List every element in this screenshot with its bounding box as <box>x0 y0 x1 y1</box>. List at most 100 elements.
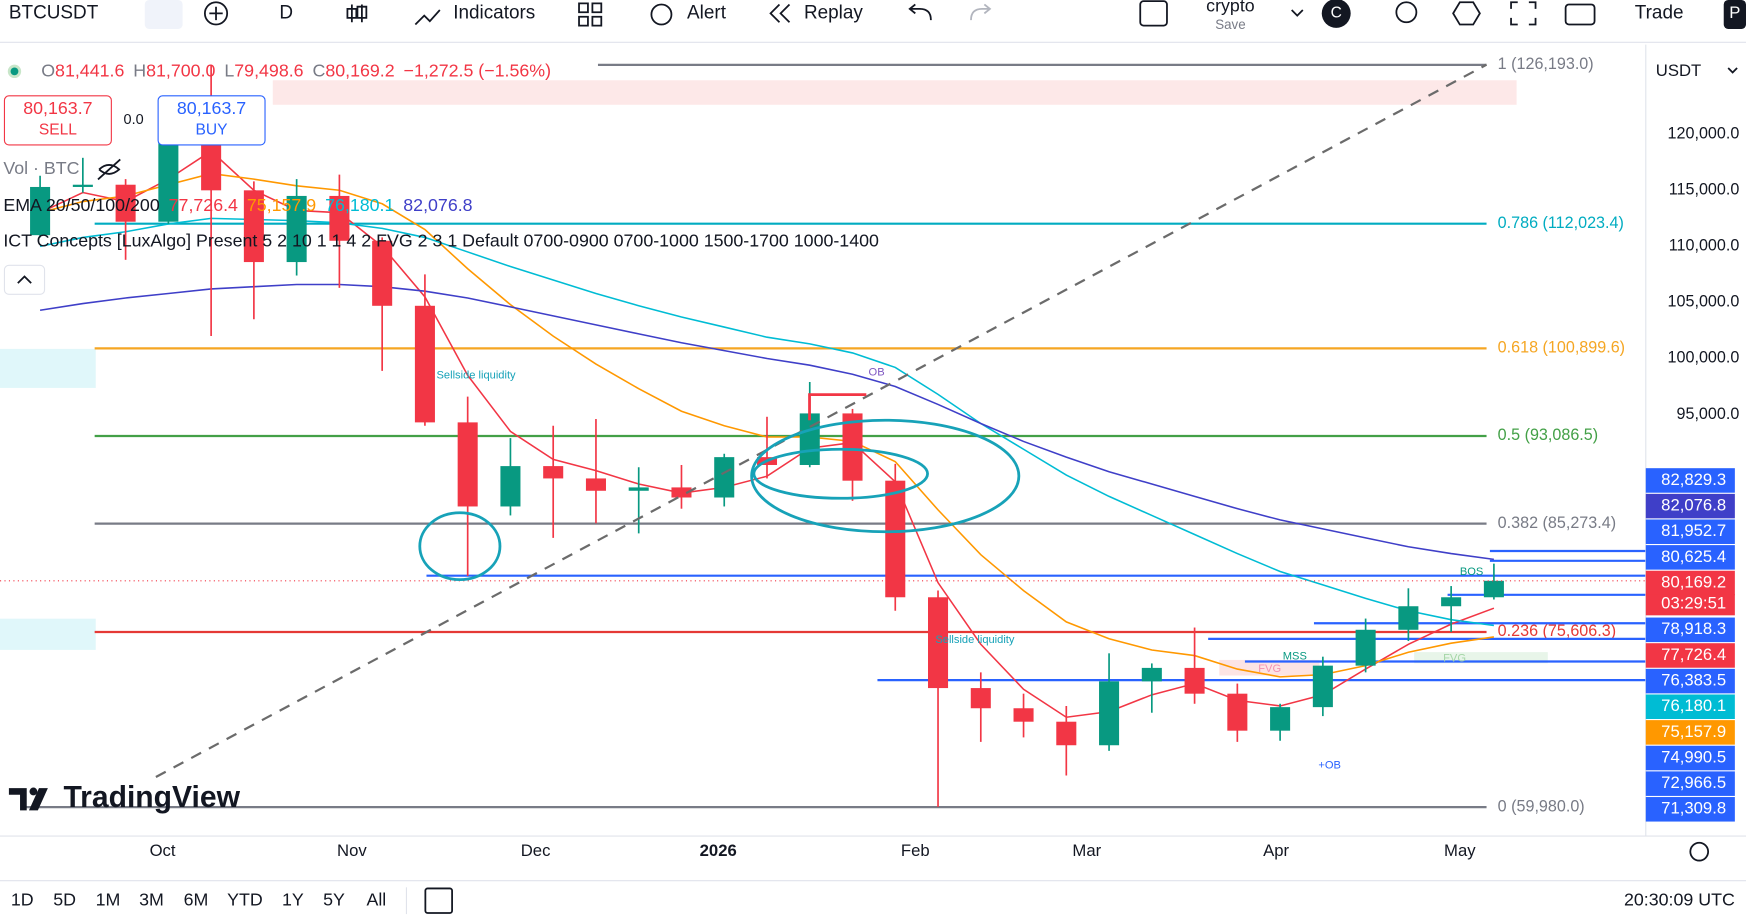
candle-body <box>585 478 606 491</box>
avatar[interactable] <box>1321 0 1351 28</box>
range-button[interactable]: 1D <box>11 889 34 909</box>
price-tag <box>1645 643 1735 668</box>
x-tick-label: May <box>1444 841 1476 860</box>
fullscreen[interactable] <box>1510 1 1537 26</box>
chart-annotation: FVG <box>1258 663 1281 675</box>
candle-body <box>1355 629 1376 666</box>
add-icon <box>209 6 223 21</box>
fvg-zone <box>272 80 1517 105</box>
fib-label: 0 (59,980.0) <box>1498 797 1585 815</box>
candle-body <box>671 487 692 498</box>
replay-icon[interactable] <box>769 3 791 23</box>
candle-body <box>885 480 906 598</box>
fib-label: 0.5 (93,086.5) <box>1498 426 1598 444</box>
candle-body <box>372 240 393 306</box>
indicators-button[interactable]: Indicators <box>453 2 535 23</box>
currency-menu[interactable] <box>1727 67 1738 74</box>
buy-button[interactable] <box>157 95 266 146</box>
chart-annotation: Sellside liquidity <box>437 370 517 382</box>
hide-icon[interactable] <box>97 158 121 181</box>
range-button[interactable]: 3M <box>139 889 164 909</box>
candle-body <box>414 305 435 423</box>
replay-button[interactable]: Replay <box>804 2 863 23</box>
range-button[interactable]: YTD <box>227 889 263 909</box>
snapshot[interactable] <box>1564 3 1596 26</box>
templates[interactable] <box>578 2 603 27</box>
settings[interactable] <box>1452 1 1481 26</box>
range-button[interactable]: 6M <box>184 889 209 909</box>
range-button[interactable]: All <box>366 889 386 909</box>
liquidity-zone <box>0 618 96 650</box>
alert-icon[interactable] <box>650 3 673 26</box>
drawing-ellipse <box>752 447 929 500</box>
candle-body <box>329 195 350 241</box>
fvg-zone <box>1414 652 1548 664</box>
ema-legend: EMA 20/50/100/200 77,726.4 75,157.9 76,180.… <box>3 195 472 215</box>
undo[interactable] <box>908 3 932 21</box>
candle-body <box>543 466 564 479</box>
price-tag <box>1645 720 1735 745</box>
price-tag <box>1645 694 1735 720</box>
collapse-button[interactable] <box>3 264 46 295</box>
candle-body <box>1483 580 1504 598</box>
range-button[interactable]: 1M <box>96 889 121 909</box>
candle-body <box>970 688 991 709</box>
range-button[interactable]: 5Y <box>323 889 345 909</box>
candle-body <box>1441 597 1462 607</box>
save-button[interactable]: Save <box>1215 17 1245 32</box>
spread: 0.0 <box>124 112 144 128</box>
y-tick-label: 110,000.0 <box>1669 237 1740 255</box>
liquidity-zone <box>0 348 96 388</box>
logo-mark <box>8 788 48 811</box>
candle-body <box>628 487 649 491</box>
x-tick-label: Oct <box>150 841 176 860</box>
price-tag-label: 72,966.5 <box>1661 773 1726 792</box>
range-button[interactable]: 5D <box>53 889 76 909</box>
profile-button[interactable] <box>1723 0 1746 29</box>
candle-body <box>115 184 136 222</box>
symbol[interactable]: BTCUSDT <box>9 2 99 23</box>
candle-body <box>928 597 949 689</box>
layout-menu[interactable] <box>1291 9 1304 17</box>
candle-body <box>714 457 735 498</box>
chart-annotation: OB <box>869 366 885 378</box>
price-tag <box>1645 519 1735 544</box>
layout-icon[interactable] <box>1139 0 1168 27</box>
redo[interactable] <box>970 3 992 21</box>
indicators-icon[interactable] <box>414 9 441 26</box>
sell-button[interactable] <box>3 95 112 146</box>
price-tag-label: 82,829.3 <box>1661 470 1726 489</box>
axis-settings[interactable] <box>1689 841 1710 862</box>
ema-value: 82,076.8 <box>403 195 472 215</box>
candle-body <box>842 413 863 481</box>
candle-body <box>1141 667 1162 682</box>
goto-date[interactable] <box>424 887 453 914</box>
clock[interactable]: 20:30:09 UTC <box>1624 889 1735 909</box>
alert-button[interactable]: Alert <box>687 2 727 23</box>
y-tick-label: 120,000.0 <box>1668 125 1740 143</box>
trade-button[interactable]: Trade <box>1635 2 1684 23</box>
buy-label: BUY <box>196 122 229 139</box>
quick-search[interactable] <box>1395 1 1418 24</box>
candle-body <box>457 422 478 507</box>
status-dot <box>10 67 19 76</box>
candle-body <box>243 190 264 263</box>
candle-body <box>1312 665 1333 708</box>
symbol-icon[interactable] <box>144 0 183 29</box>
watermark: TradingView <box>63 781 240 814</box>
price-tag-label: 78,918.3 <box>1661 619 1726 638</box>
chart-type[interactable] <box>346 4 368 23</box>
interval[interactable]: D <box>279 2 293 23</box>
add-symbol[interactable] <box>203 1 229 26</box>
layout-name[interactable]: crypto <box>1206 0 1255 15</box>
price-tag-label: 76,383.5 <box>1661 671 1726 690</box>
price-tag-label: 81,952.7 <box>1661 521 1726 540</box>
volume-legend: Vol · BTC <box>3 158 79 178</box>
price-tag-label: 76,180.1 <box>1661 696 1726 715</box>
sell-price: 80,163.7 <box>23 98 92 118</box>
collapse-icon <box>17 275 32 284</box>
price-tag <box>1645 468 1735 493</box>
range-button[interactable]: 1Y <box>282 889 304 909</box>
price-tag <box>1645 797 1735 822</box>
currency[interactable]: USDT <box>1656 61 1701 80</box>
